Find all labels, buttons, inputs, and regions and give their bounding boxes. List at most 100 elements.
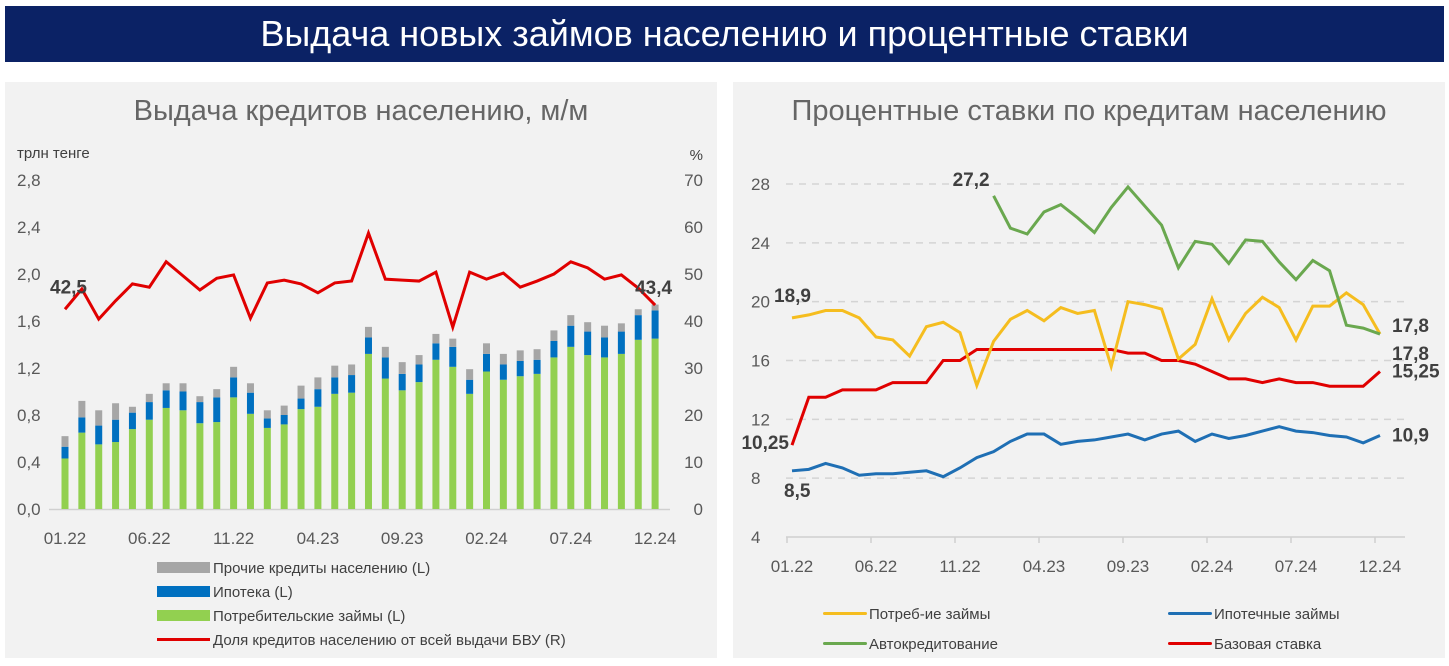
bar-other bbox=[213, 389, 221, 398]
bar-other bbox=[179, 383, 187, 392]
bar-consumer bbox=[516, 376, 524, 509]
left-axis-tick: 1,2 bbox=[17, 359, 41, 378]
bar-consumer bbox=[331, 393, 339, 509]
bar-other bbox=[398, 362, 406, 374]
legend-swatch-consumer bbox=[157, 610, 210, 621]
bar-other bbox=[499, 353, 507, 365]
x-axis-tick: 11.22 bbox=[939, 557, 980, 576]
bar-consumer bbox=[634, 339, 642, 509]
left-axis-tick: 1,6 bbox=[17, 312, 41, 331]
legend-label-rate_base: Базовая ставка bbox=[1214, 636, 1322, 653]
bar-consumer bbox=[196, 423, 204, 509]
legend-label-other: Прочие кредиты населению (L) bbox=[213, 560, 430, 577]
bar-other bbox=[95, 410, 103, 426]
right-axis-tick: 60 bbox=[684, 218, 703, 237]
bar-consumer bbox=[230, 397, 238, 509]
legend-swatch-rate_base bbox=[1168, 642, 1212, 645]
x-axis-tick: 12.24 bbox=[1359, 557, 1402, 576]
bar-mortgage bbox=[432, 343, 440, 360]
left-axis-tick: 2,0 bbox=[17, 265, 41, 284]
bar-other bbox=[601, 325, 609, 338]
bar-other bbox=[381, 346, 389, 358]
bar-mortgage bbox=[567, 325, 575, 347]
bar-mortgage bbox=[314, 389, 322, 407]
bar-other bbox=[483, 343, 490, 354]
x-axis-tick: 07.24 bbox=[550, 529, 593, 548]
bar-other bbox=[634, 309, 642, 316]
legend-swatch-rate_consumer bbox=[823, 612, 867, 615]
bar-mortgage bbox=[415, 364, 423, 383]
legend-label-rate_consumer: Потреб-ие займы bbox=[869, 606, 990, 623]
y-axis-tick: 28 bbox=[751, 175, 770, 194]
bar-mortgage bbox=[263, 418, 271, 428]
data-label: 42,5 bbox=[50, 277, 87, 298]
bar-other bbox=[246, 383, 254, 393]
bar-other bbox=[280, 405, 288, 415]
data-label: 15,25 bbox=[1392, 362, 1440, 383]
bar-consumer bbox=[381, 378, 389, 509]
data-label: 27,2 bbox=[953, 170, 990, 191]
bar-mortgage bbox=[162, 390, 170, 408]
bar-mortgage bbox=[145, 402, 153, 420]
bar-other bbox=[651, 304, 659, 311]
x-axis-tick: 01.22 bbox=[771, 557, 814, 576]
x-axis-tick: 02.24 bbox=[1191, 557, 1234, 576]
bar-mortgage bbox=[128, 412, 136, 430]
bar-consumer bbox=[78, 432, 86, 509]
left-axis-tick: 2,4 bbox=[17, 218, 41, 237]
bar-consumer bbox=[364, 353, 372, 509]
left-axis-unit: трлн тенге bbox=[17, 145, 90, 162]
bar-mortgage bbox=[617, 331, 625, 354]
bar-consumer bbox=[550, 357, 558, 509]
bar-other bbox=[230, 366, 238, 378]
legend-swatch-rate_auto bbox=[823, 642, 867, 645]
bar-other bbox=[145, 393, 153, 403]
bar-other bbox=[314, 377, 322, 390]
bar-other bbox=[112, 403, 120, 420]
bar-other bbox=[263, 410, 271, 419]
data-label: 18,9 bbox=[774, 286, 811, 307]
rates-chart-panel: Процентные ставки по кредитам населению … bbox=[733, 82, 1445, 658]
right-axis-tick: 10 bbox=[684, 453, 703, 472]
page-banner: Выдача новых займов населению и процентн… bbox=[5, 6, 1444, 62]
bar-mortgage bbox=[112, 419, 120, 443]
bar-other bbox=[78, 400, 86, 418]
bar-other bbox=[348, 364, 356, 376]
bar-other bbox=[331, 365, 339, 378]
right-axis-unit: % bbox=[690, 147, 703, 164]
chart-title: Выдача кредитов населению, м/м bbox=[134, 95, 589, 127]
bar-other bbox=[61, 436, 69, 447]
data-label: 10,25 bbox=[741, 433, 789, 454]
bar-mortgage bbox=[364, 337, 372, 354]
bar-mortgage bbox=[651, 310, 659, 339]
bar-consumer bbox=[61, 458, 69, 509]
bar-consumer bbox=[432, 359, 440, 509]
bar-other bbox=[516, 350, 524, 361]
bar-consumer bbox=[601, 357, 609, 509]
bar-other bbox=[550, 330, 558, 341]
bar-mortgage bbox=[398, 373, 406, 391]
x-axis-tick: 06.22 bbox=[128, 529, 171, 548]
legend-swatch-mortgage bbox=[157, 586, 210, 597]
line-rate_base bbox=[790, 347, 1381, 446]
data-label: 17,8 bbox=[1392, 316, 1429, 337]
bar-mortgage bbox=[246, 392, 254, 414]
bar-mortgage bbox=[449, 346, 457, 367]
bar-mortgage bbox=[533, 359, 541, 374]
bar-other bbox=[449, 338, 457, 347]
bar-consumer bbox=[95, 444, 103, 509]
x-axis-tick: 01.22 bbox=[44, 529, 87, 548]
y-axis-tick: 24 bbox=[751, 234, 770, 253]
rates-chart: Процентные ставки по кредитам населению … bbox=[741, 95, 1440, 653]
bar-other bbox=[162, 383, 170, 391]
y-axis-tick: 20 bbox=[751, 293, 770, 312]
bar-other bbox=[364, 326, 372, 338]
bar-other bbox=[196, 396, 204, 403]
legend-label-share: Доля кредитов населению от всей выдачи Б… bbox=[213, 632, 566, 649]
bar-mortgage bbox=[584, 331, 592, 356]
left-axis-tick: 0,8 bbox=[17, 406, 41, 425]
right-axis-tick: 30 bbox=[684, 359, 703, 378]
bar-other bbox=[533, 349, 541, 360]
bar-mortgage bbox=[95, 425, 103, 445]
bar-mortgage bbox=[331, 377, 339, 394]
